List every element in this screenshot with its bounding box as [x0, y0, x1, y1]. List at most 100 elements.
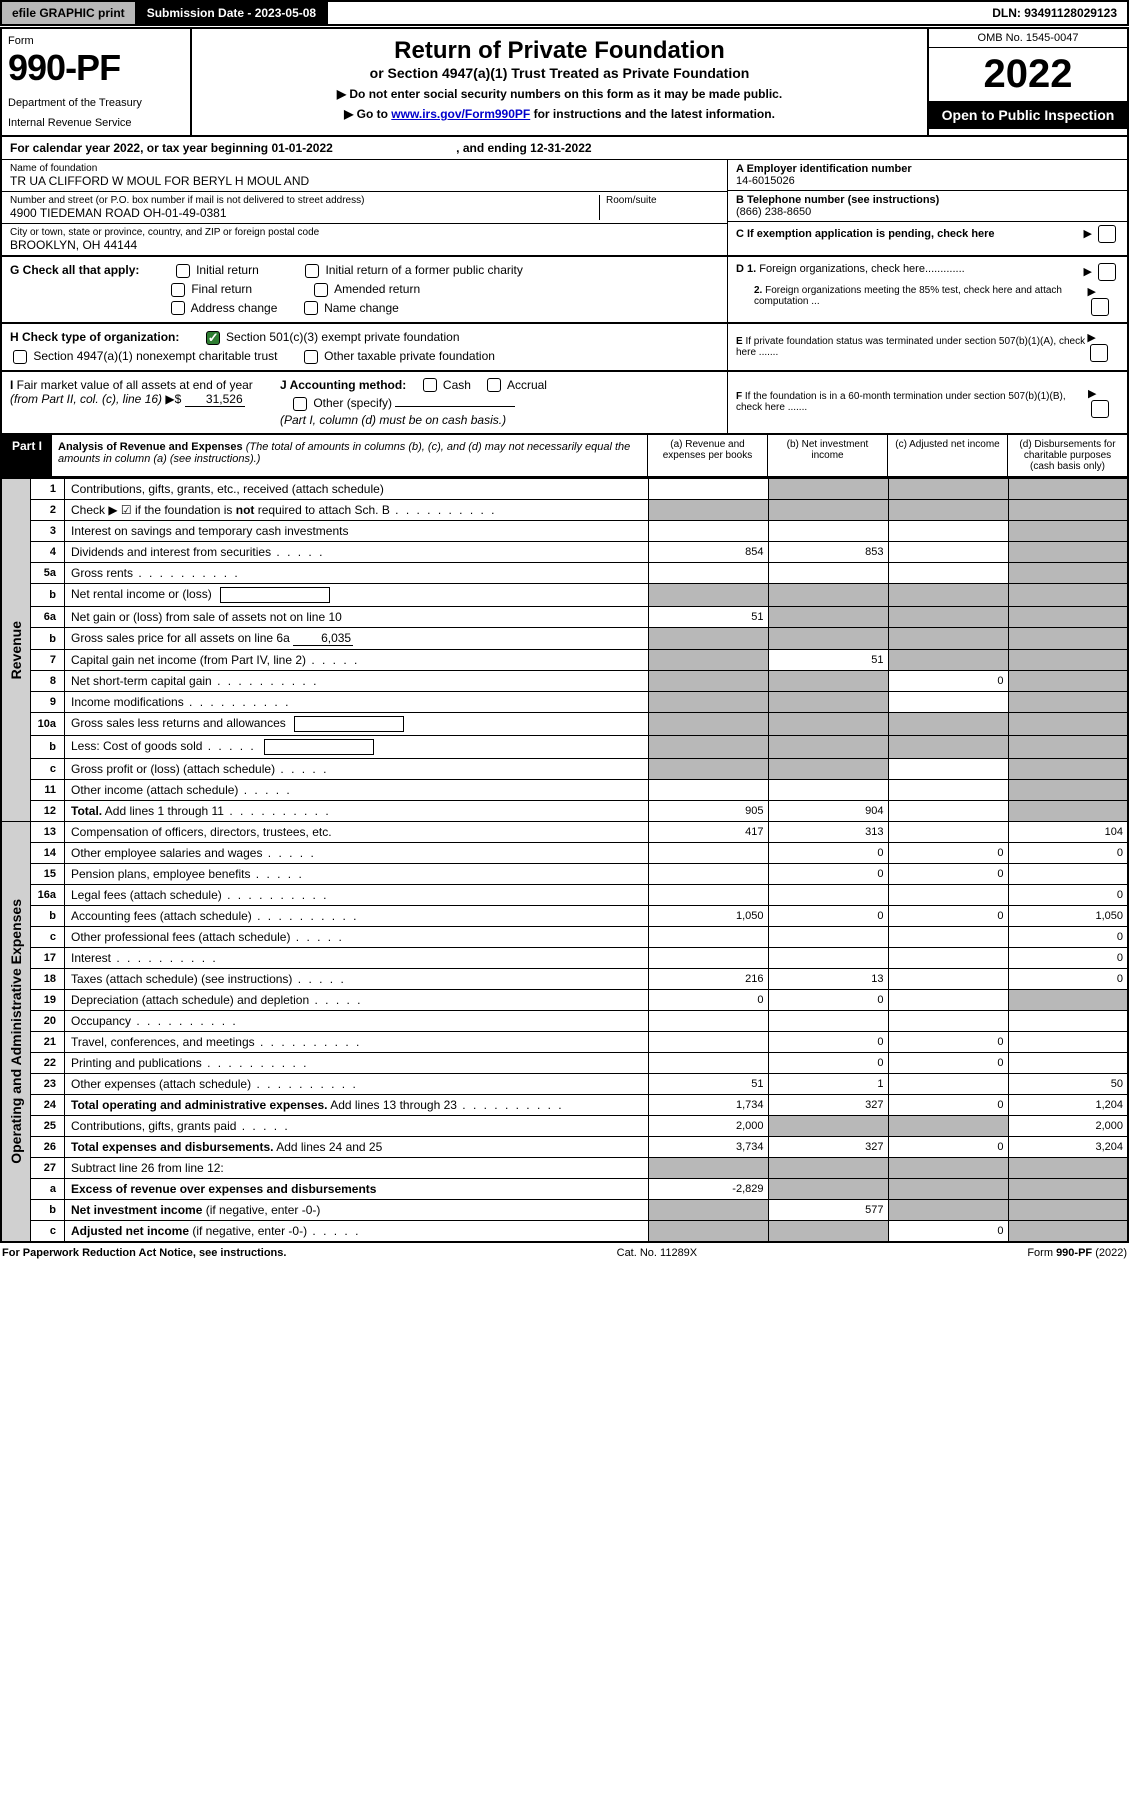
row-desc: Excess of revenue over expenses and disb…: [65, 1179, 649, 1200]
d1-checkbox[interactable]: [1098, 263, 1116, 281]
cell-value: [888, 885, 1008, 906]
amended-checkbox[interactable]: [314, 283, 328, 297]
cell-value: [768, 948, 888, 969]
table-row: 7 Capital gain net income (from Part IV,…: [1, 650, 1128, 671]
d2-checkbox[interactable]: [1091, 298, 1109, 316]
cell-value: 51: [648, 1074, 768, 1095]
cell-shaded: [768, 736, 888, 759]
calyear-end: , and ending 12-31-2022: [456, 141, 591, 155]
e-checkbox[interactable]: [1090, 344, 1108, 362]
row-number: b: [31, 1200, 65, 1221]
other-taxable-checkbox[interactable]: [304, 350, 318, 364]
cell-shaded: [648, 1221, 768, 1243]
cell-value: 0: [888, 671, 1008, 692]
cell-value: -2,829: [648, 1179, 768, 1200]
initial-return-checkbox[interactable]: [176, 264, 190, 278]
table-row: 9 Income modifications: [1, 692, 1128, 713]
row-desc: Total operating and administrative expen…: [65, 1095, 649, 1116]
address-change-checkbox[interactable]: [171, 301, 185, 315]
exemption-checkbox[interactable]: [1098, 225, 1116, 243]
table-row: c Gross profit or (loss) (attach schedul…: [1, 759, 1128, 780]
ein-value: 14-6015026: [736, 175, 1119, 187]
other-method-checkbox[interactable]: [293, 397, 307, 411]
cell-shaded: [768, 607, 888, 628]
table-row: 8 Net short-term capital gain 0: [1, 671, 1128, 692]
table-row: 24 Total operating and administrative ex…: [1, 1095, 1128, 1116]
4947-checkbox[interactable]: [13, 350, 27, 364]
omb-number: OMB No. 1545-0047: [929, 29, 1127, 48]
row-desc: Compensation of officers, directors, tru…: [65, 822, 649, 843]
efile-print-button[interactable]: efile GRAPHIC print: [2, 2, 137, 24]
name-change-checkbox[interactable]: [304, 301, 318, 315]
cell-value: [768, 780, 888, 801]
cell-value: [888, 822, 1008, 843]
cell-shaded: [1008, 736, 1128, 759]
cell-value: [1008, 1053, 1128, 1074]
row-number: 7: [31, 650, 65, 671]
row-number: 12: [31, 801, 65, 822]
cell-value: [648, 948, 768, 969]
cell-value: 51: [768, 650, 888, 671]
opex-label: Operating and Administrative Expenses: [1, 822, 31, 1243]
cell-value: [888, 1011, 1008, 1032]
col-c-head: (c) Adjusted net income: [887, 435, 1007, 476]
cell-value: [888, 990, 1008, 1011]
cash-checkbox[interactable]: [423, 378, 437, 392]
note-link: ▶ Go to www.irs.gov/Form990PF for instru…: [200, 107, 919, 121]
cell-value: 0: [888, 864, 1008, 885]
cell-shaded: [1008, 500, 1128, 521]
cell-shaded: [1008, 801, 1128, 822]
cell-value: [1008, 864, 1128, 885]
f-checkbox[interactable]: [1091, 400, 1109, 418]
row-desc: Dividends and interest from securities: [65, 542, 649, 563]
row-desc: Other professional fees (attach schedule…: [65, 927, 649, 948]
col-a-head: (a) Revenue and expenses per books: [647, 435, 767, 476]
initial-public-checkbox[interactable]: [305, 264, 319, 278]
cell-value: 0: [768, 906, 888, 927]
accrual-checkbox[interactable]: [487, 378, 501, 392]
row-number: 8: [31, 671, 65, 692]
cell-shaded: [648, 650, 768, 671]
cell-value: [888, 969, 1008, 990]
cell-shaded: [648, 692, 768, 713]
cell-value: 1,050: [648, 906, 768, 927]
form990pf-link[interactable]: www.irs.gov/Form990PF: [391, 107, 530, 121]
row-desc: Depreciation (attach schedule) and deple…: [65, 990, 649, 1011]
header-center: Return of Private Foundation or Section …: [192, 29, 927, 135]
name-label: Name of foundation: [10, 163, 719, 174]
g-row3: Address change Name change: [168, 301, 719, 316]
top-bar: efile GRAPHIC print Submission Date - 20…: [0, 0, 1129, 26]
j-block: J Accounting method: Cash Accrual Other …: [270, 378, 719, 428]
row-desc: Gross profit or (loss) (attach schedule): [65, 759, 649, 780]
row-number: 5a: [31, 563, 65, 584]
row-desc: Gross sales price for all assets on line…: [65, 628, 649, 650]
501c3-checkbox[interactable]: [206, 331, 220, 345]
cell-value: 577: [768, 1200, 888, 1221]
g5-label: Address change: [191, 301, 278, 315]
table-row: b Net rental income or (loss): [1, 584, 1128, 607]
foundation-name: TR UA CLIFFORD W MOUL FOR BERYL H MOUL A…: [10, 174, 719, 188]
header-right: OMB No. 1545-0047 2022 Open to Public In…: [927, 29, 1127, 135]
table-row: 12 Total. Add lines 1 through 11 905904: [1, 801, 1128, 822]
row-desc: Net rental income or (loss): [65, 584, 649, 607]
form-number: 990-PF: [8, 47, 184, 89]
cell-shaded: [648, 1158, 768, 1179]
exemption-label: C If exemption application is pending, c…: [736, 228, 995, 240]
cell-value: 1: [768, 1074, 888, 1095]
row-desc: Net gain or (loss) from sale of assets n…: [65, 607, 649, 628]
cell-value: 0: [888, 906, 1008, 927]
cell-shaded: [768, 713, 888, 736]
cell-value: 2,000: [648, 1116, 768, 1137]
cell-value: [648, 521, 768, 542]
final-return-checkbox[interactable]: [171, 283, 185, 297]
cell-value: [888, 542, 1008, 563]
cell-value: [888, 1074, 1008, 1095]
foundation-address: 4900 TIEDEMAN ROAD OH-01-49-0381: [10, 206, 599, 220]
cell-shaded: [768, 1179, 888, 1200]
cell-shaded: [1008, 1158, 1128, 1179]
cell-value: 0: [888, 843, 1008, 864]
cell-value: 50: [1008, 1074, 1128, 1095]
cell-value: 0: [888, 1095, 1008, 1116]
cell-value: 327: [768, 1137, 888, 1158]
row-desc: Capital gain net income (from Part IV, l…: [65, 650, 649, 671]
